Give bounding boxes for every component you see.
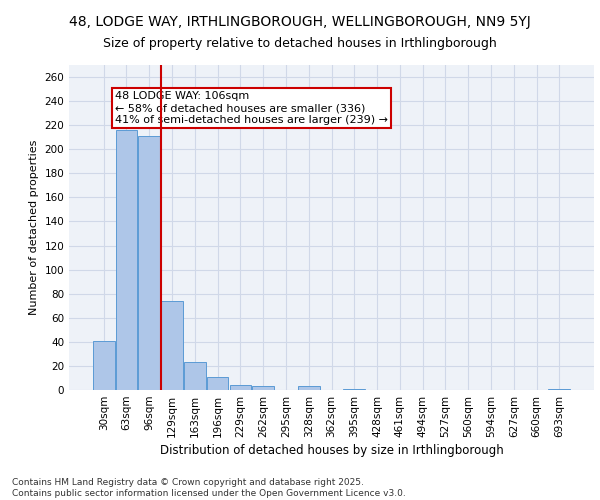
- Text: Size of property relative to detached houses in Irthlingborough: Size of property relative to detached ho…: [103, 38, 497, 51]
- Bar: [298, 386, 320, 390]
- Bar: [184, 362, 206, 390]
- Bar: [207, 377, 229, 390]
- Bar: [343, 389, 365, 390]
- Text: 48, LODGE WAY, IRTHLINGBOROUGH, WELLINGBOROUGH, NN9 5YJ: 48, LODGE WAY, IRTHLINGBOROUGH, WELLINGB…: [69, 15, 531, 29]
- Bar: [139, 136, 160, 390]
- Bar: [161, 301, 183, 390]
- Bar: [230, 385, 251, 390]
- Bar: [548, 389, 570, 390]
- Bar: [253, 386, 274, 390]
- Y-axis label: Number of detached properties: Number of detached properties: [29, 140, 39, 315]
- Text: Contains HM Land Registry data © Crown copyright and database right 2025.
Contai: Contains HM Land Registry data © Crown c…: [12, 478, 406, 498]
- X-axis label: Distribution of detached houses by size in Irthlingborough: Distribution of detached houses by size …: [160, 444, 503, 457]
- Bar: [93, 340, 115, 390]
- Bar: [116, 130, 137, 390]
- Text: 48 LODGE WAY: 106sqm
← 58% of detached houses are smaller (336)
41% of semi-deta: 48 LODGE WAY: 106sqm ← 58% of detached h…: [115, 92, 388, 124]
